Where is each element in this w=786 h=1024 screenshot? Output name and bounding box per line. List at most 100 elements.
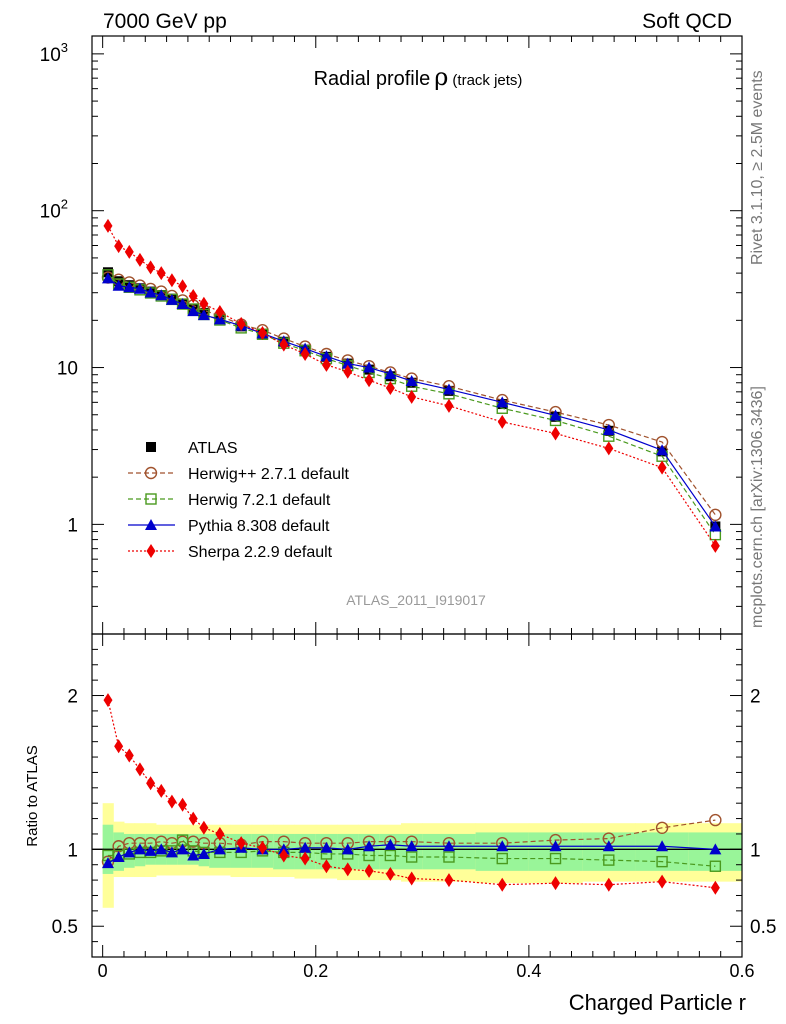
ratio-series-point: [655, 821, 669, 834]
legend-label: ATLAS: [188, 440, 238, 457]
series-point: [300, 346, 310, 361]
ratio-series-point: [257, 840, 267, 855]
ratio-series-point: [549, 840, 562, 852]
series-point: [549, 409, 562, 421]
series-point: [187, 305, 200, 317]
ratio-series-point: [405, 851, 418, 863]
series-point: [602, 423, 615, 435]
ratio-series-point: [407, 871, 417, 886]
ratio-series-point: [709, 860, 722, 872]
stat-uncertainty-bin: [475, 832, 530, 871]
series-point: [176, 298, 189, 310]
ratio-series-point: [135, 762, 145, 777]
ratio-series-point: [656, 840, 669, 852]
ratio-series-point: [497, 877, 507, 892]
series-point: [215, 305, 225, 320]
series-point: [551, 426, 561, 441]
series-point: [112, 279, 125, 291]
y-tick-label: 2: [67, 687, 78, 708]
ratio-series-point: [176, 843, 189, 855]
site-label: mcplots.cern.ch [arXiv:1306.3436]: [749, 386, 766, 628]
series-point: [321, 357, 331, 372]
ratio-series-point: [101, 857, 114, 869]
series-point: [133, 282, 146, 294]
ratio-series-point: [549, 852, 562, 865]
x-tick-label: 0: [98, 961, 108, 981]
series-point: [709, 520, 722, 532]
ratio-series-point: [165, 846, 178, 858]
ratio-series-point: [178, 797, 188, 812]
ratio-series-point: [444, 873, 454, 888]
header-left: 7000 GeV pp: [103, 10, 227, 33]
series-point: [444, 398, 454, 413]
series-line: [107, 276, 716, 516]
ratio-series-point: [343, 862, 353, 877]
ratio-series-point: [321, 859, 331, 874]
series-point: [405, 375, 418, 387]
y-tick-label: 0.5: [750, 917, 776, 938]
ratio-series: [101, 693, 722, 895]
legend-label: Pythia 8.308 default: [188, 518, 330, 535]
series-point: [114, 239, 124, 254]
ratio-series-point: [112, 851, 125, 863]
stat-uncertainty-bin: [358, 833, 381, 870]
series-point: [135, 252, 145, 267]
analysis-watermark: ATLAS_2011_I919017: [346, 592, 486, 608]
series-point: [442, 383, 455, 395]
y-tick-label: 1: [750, 840, 761, 861]
ratio-series-point: [236, 836, 246, 851]
series-point: [197, 309, 210, 321]
top-series: [101, 218, 722, 553]
ratio-axes: 0 0.2 0.4 0.6 0.5 0.5 1 1 2 2: [52, 633, 776, 981]
series-point: [385, 381, 395, 396]
series-point: [710, 538, 720, 553]
ratio-series-point: [155, 843, 168, 855]
x-axis-title: Charged Particle r: [569, 990, 746, 1015]
series-point: [343, 364, 353, 379]
ratio-series-point: [133, 843, 146, 855]
legend-marker: [145, 493, 157, 505]
series-point: [497, 414, 507, 429]
ratio-series-point: [144, 844, 157, 856]
ratio-series-point: [103, 693, 113, 708]
ratio-series-point: [385, 866, 395, 881]
series-point: [604, 441, 614, 456]
ratio-series-point: [213, 843, 226, 855]
series-point: [156, 266, 166, 281]
y-tick-label: 102: [40, 197, 68, 223]
y-tick-label: 103: [40, 40, 68, 66]
legend-label: Herwig++ 2.7.1 default: [188, 466, 350, 483]
ratio-series-point: [187, 849, 200, 861]
ratio-series-point: [341, 843, 354, 855]
series-point: [165, 293, 178, 305]
series-point: [257, 326, 267, 341]
legend-marker: [144, 466, 158, 480]
series-point: [155, 289, 168, 301]
series-point: [146, 260, 156, 275]
ratio-series-point: [320, 841, 333, 853]
series-point: [199, 296, 209, 311]
ratio-series-point: [551, 876, 561, 891]
stat-uncertainty-bin: [528, 832, 583, 871]
ratio-series-point: [167, 794, 177, 809]
ratio-series-point: [123, 846, 136, 858]
stat-uncertainty-bin: [635, 832, 690, 871]
ratio-series-point: [603, 854, 615, 866]
ratio-series-point: [146, 776, 156, 791]
series-point: [101, 272, 114, 284]
series-point: [384, 367, 397, 379]
series-point: [178, 279, 188, 294]
series-point: [363, 361, 376, 373]
rivet-label: Rivet 3.1.10, ≥ 2.5M events: [749, 70, 766, 265]
series-point: [188, 288, 198, 303]
series-point: [657, 460, 667, 475]
ratio-series-point: [709, 813, 722, 827]
series-point: [123, 281, 136, 293]
series-point: [496, 396, 509, 408]
ratio-series-point: [442, 840, 455, 852]
legend-label: Sherpa 2.2.9 default: [188, 544, 333, 561]
y-tick-label: 2: [750, 687, 761, 708]
x-tick-label: 0.2: [303, 961, 328, 981]
ratio-series-point: [300, 851, 310, 866]
